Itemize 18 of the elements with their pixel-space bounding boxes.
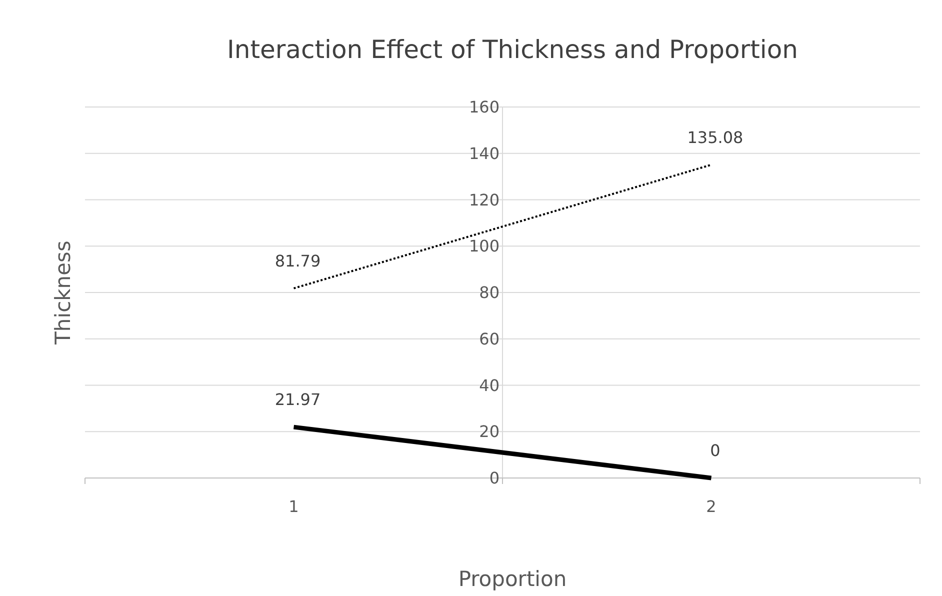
y-tick-label: 80 [479, 283, 500, 302]
y-tick-label: 60 [479, 329, 500, 348]
x-tick-label: 1 [288, 497, 299, 516]
y-tick-label: 40 [479, 376, 500, 395]
y-axis-title: Thickness [51, 240, 75, 346]
y-tick-label: 20 [479, 422, 500, 442]
y-tick-label: 100 [468, 236, 500, 256]
data-label: 0 [710, 441, 720, 460]
y-tick-label: 0 [489, 468, 500, 488]
y-tick-label: 160 [468, 98, 500, 117]
data-label: 21.97 [274, 390, 321, 410]
y-tick-label: 140 [468, 144, 500, 163]
x-tick-label: 2 [706, 497, 716, 516]
data-label: 135.08 [687, 128, 744, 147]
data-label: 81.79 [274, 251, 321, 270]
chart-title: Interaction Effect of Thickness and Proportion [227, 35, 798, 64]
y-tick-label: 120 [468, 190, 500, 210]
x-axis-title: Proportion [458, 567, 567, 591]
